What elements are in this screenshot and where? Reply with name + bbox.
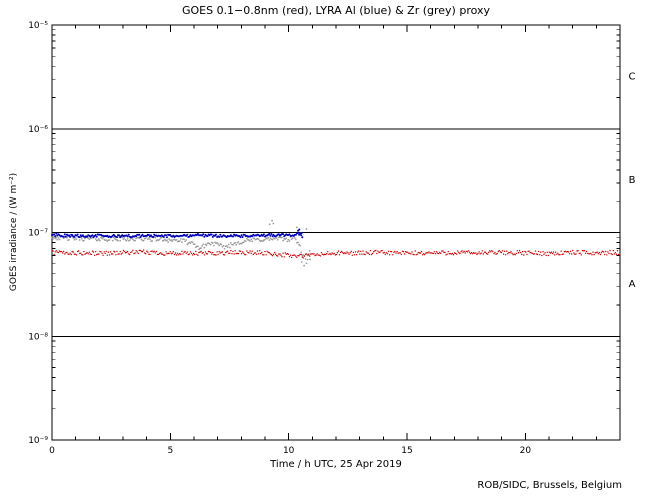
svg-text:0: 0 [49, 446, 55, 456]
svg-text:20: 20 [520, 446, 532, 456]
svg-text:B: B [629, 175, 636, 186]
svg-text:10: 10 [283, 446, 295, 456]
chart-title: GOES 0.1−0.8nm (red), LYRA Al (blue) & Z… [181, 4, 491, 17]
y-axis-label: GOES irradiance / (W m⁻²) [9, 172, 19, 292]
svg-text:10⁻⁸: 10⁻⁸ [28, 332, 48, 342]
svg-text:10⁻⁷: 10⁻⁷ [28, 229, 48, 239]
x-axis-label: Time / h UTC, 25 Apr 2019 [270, 459, 402, 470]
svg-text:10⁻⁶: 10⁻⁶ [28, 125, 48, 135]
svg-text:15: 15 [401, 446, 412, 456]
svg-text:A: A [629, 279, 636, 290]
credit-text: ROB/SIDC, Brussels, Belgium [477, 480, 622, 491]
svg-text:5: 5 [167, 446, 173, 456]
svg-text:C: C [629, 71, 636, 82]
svg-text:10⁻⁹: 10⁻⁹ [28, 436, 48, 446]
svg-text:10⁻⁵: 10⁻⁵ [28, 21, 48, 31]
